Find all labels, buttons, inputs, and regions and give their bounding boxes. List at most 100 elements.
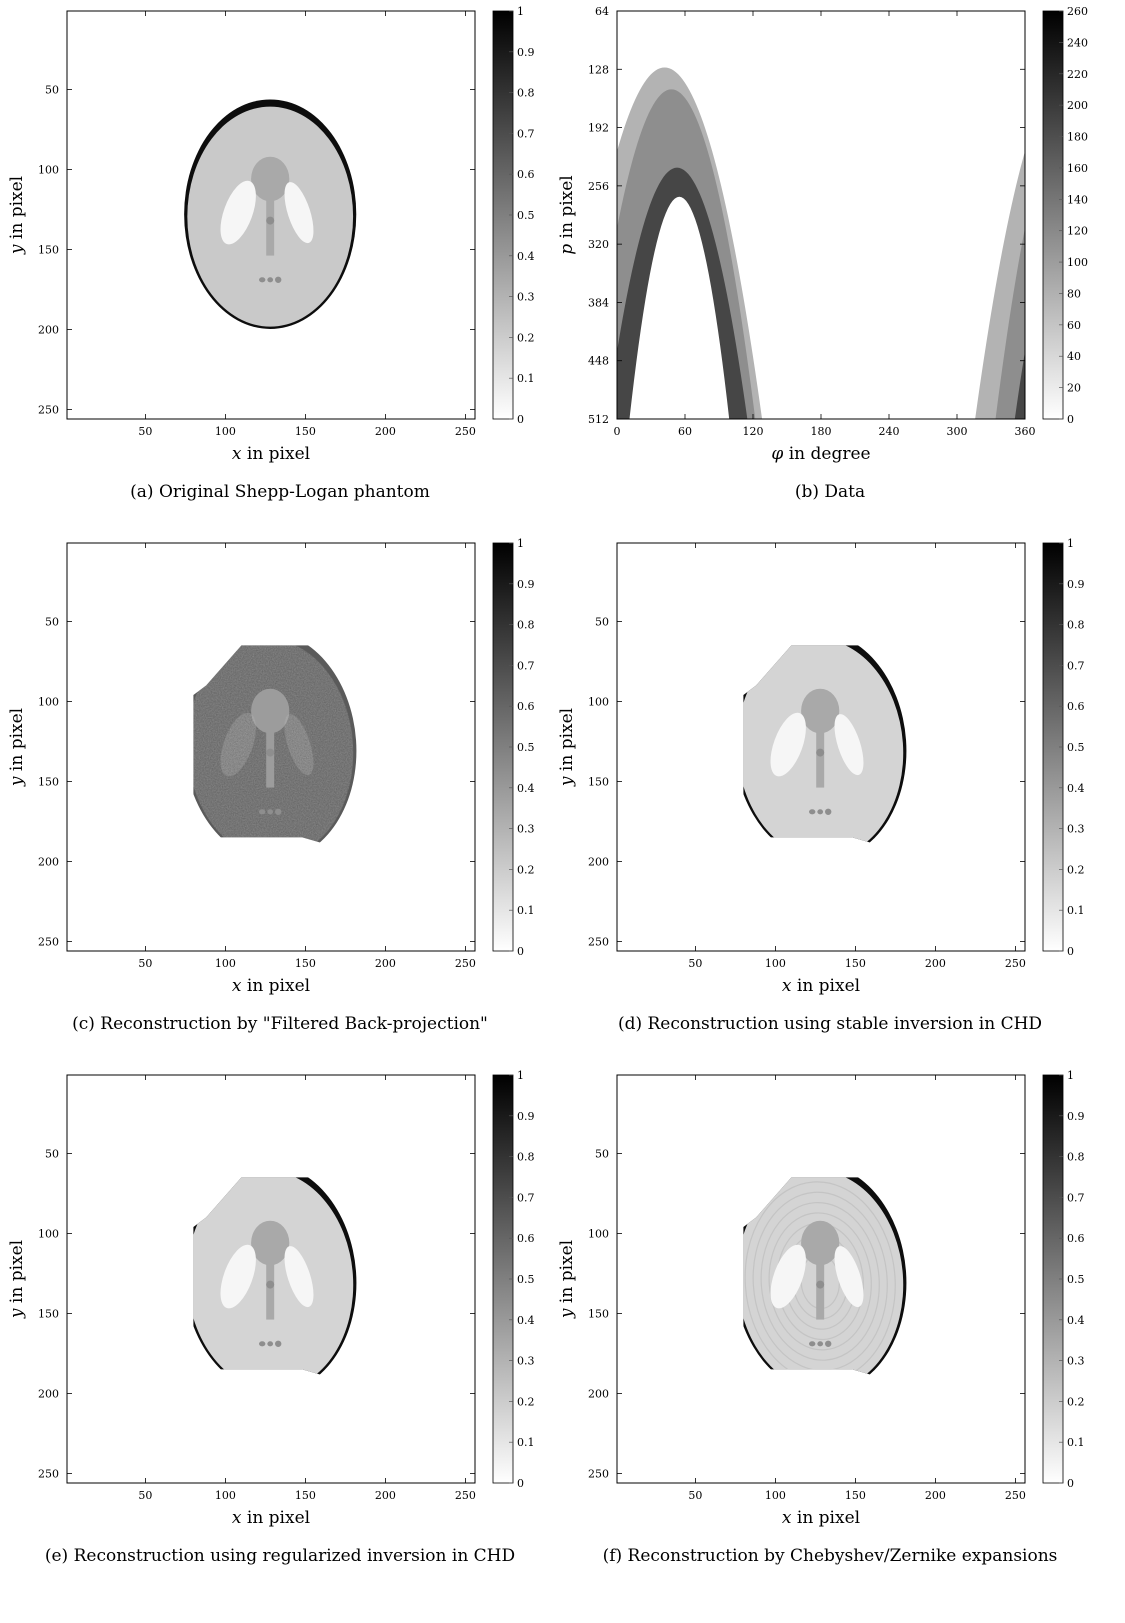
y-axis-label: y in pixel xyxy=(557,708,577,787)
colorbar-tick-label: 0.5 xyxy=(517,1273,535,1286)
figure-caption: (c) Reconstruction by "Filtered Back-pro… xyxy=(72,1014,488,1034)
phantom-right-lobe xyxy=(284,714,314,776)
y-axis-label: p in pixel xyxy=(557,175,577,255)
y-tick-label: 100 xyxy=(588,1227,609,1240)
phantom-top-circle xyxy=(251,688,290,734)
image-content xyxy=(184,99,357,329)
colorbar-tick-label: 100 xyxy=(1067,256,1088,269)
phantom-small-spot xyxy=(817,1341,824,1347)
phantom-right-lobe xyxy=(834,1246,864,1308)
image-content xyxy=(617,67,1025,419)
x-tick-label: 120 xyxy=(743,425,764,438)
phantom-right-lobe xyxy=(284,1246,314,1308)
y-tick-label: 100 xyxy=(38,163,59,176)
y-tick-label: 100 xyxy=(38,1227,59,1240)
y-tick-label: 50 xyxy=(45,1147,59,1160)
figure-panel-e: 50 100 150 200 250 50 100 150 200 250 x in pixel y … xyxy=(0,1064,560,1604)
image-content xyxy=(743,645,907,861)
colorbar xyxy=(1042,10,1064,420)
colorbar-tick-label: 0 xyxy=(517,413,524,426)
colorbar-tick-label: 0.2 xyxy=(1067,863,1085,876)
phantom-small-spot xyxy=(825,1340,832,1347)
y-tick-label: 384 xyxy=(588,296,609,309)
colorbar-tick-label: 0.1 xyxy=(517,1436,535,1449)
colorbar-tick-label: 0.7 xyxy=(517,659,535,672)
x-tick-label: 100 xyxy=(215,425,236,438)
y-tick-label: 150 xyxy=(38,243,59,256)
y-axis-label: y in pixel xyxy=(7,708,27,787)
colorbar-tick-label: 0.9 xyxy=(517,578,535,591)
phantom-right-lobe xyxy=(284,182,314,244)
x-tick-label: 200 xyxy=(925,1489,946,1502)
x-tick-label: 150 xyxy=(295,425,316,438)
x-tick-label: 360 xyxy=(1015,425,1036,438)
colorbar-tick-label: 0.6 xyxy=(517,1232,535,1245)
y-axis-label: y in pixel xyxy=(7,176,27,255)
colorbar-tick-label: 0.8 xyxy=(1067,1151,1085,1164)
phantom-small-spot xyxy=(816,1280,825,1289)
x-axis-label: φ in degree xyxy=(771,444,870,464)
figure-caption: (b) Data xyxy=(794,482,866,502)
image-content xyxy=(193,1177,357,1393)
plot-frame xyxy=(66,1074,476,1484)
phantom-left-lobe xyxy=(770,1244,806,1309)
figure-svg-b: 0 60 120 180 240 300 360 64 128 192 256 320 384 448 51… xyxy=(557,5,1088,464)
y-tick-label: 250 xyxy=(38,403,59,416)
colorbar-tick-label: 0 xyxy=(1067,945,1074,958)
y-tick-label: 250 xyxy=(588,935,609,948)
colorbar-tick-label: 0.9 xyxy=(1067,578,1085,591)
phantom-left-lobe xyxy=(770,712,806,777)
x-tick-label: 250 xyxy=(1005,1489,1026,1502)
x-tick-label: 200 xyxy=(375,1489,396,1502)
phantom-small-spot xyxy=(816,748,825,757)
y-tick-label: 50 xyxy=(595,615,609,628)
colorbar-tick-label: 80 xyxy=(1067,287,1081,300)
phantom-stem xyxy=(266,730,275,788)
figure-panel-d: 50 100 150 200 250 50 100 150 200 250 x in pixel y … xyxy=(550,532,1110,1072)
colorbar-tick-label: 0.4 xyxy=(517,782,535,795)
phantom-small-spot xyxy=(817,809,824,815)
x-tick-label: 50 xyxy=(138,957,152,970)
x-tick-label: 250 xyxy=(455,957,476,970)
x-tick-label: 50 xyxy=(138,1489,152,1502)
x-tick-label: 250 xyxy=(1005,957,1026,970)
colorbar-tick-label: 0.1 xyxy=(1067,904,1085,917)
phantom-small-spot xyxy=(267,277,274,283)
colorbar-tick-label: 0.2 xyxy=(517,1395,535,1408)
colorbar-tick-label: 0.5 xyxy=(1067,1273,1085,1286)
figure-caption: (e) Reconstruction using regularized inv… xyxy=(44,1546,516,1566)
figure-svg-f: 50 100 150 200 250 50 100 150 200 250 x in pixel y … xyxy=(557,1069,1085,1528)
colorbar-tick-label: 0.8 xyxy=(1067,619,1085,632)
phantom-top-circle xyxy=(801,688,840,734)
phantom-left-lobe xyxy=(220,180,256,245)
phantom-top-circle xyxy=(251,1220,290,1266)
phantom-small-spot xyxy=(266,1280,275,1289)
colorbar-tick-label: 60 xyxy=(1067,319,1081,332)
figure-panel-b: 0 60 120 180 240 300 360 64 128 192 256 320 384 448 51… xyxy=(550,0,1110,540)
colorbar-tick-label: 0.6 xyxy=(517,700,535,713)
colorbar-tick-label: 120 xyxy=(1067,225,1088,238)
colorbar-tick-label: 0.3 xyxy=(517,291,535,304)
figure-caption: (a) Original Shepp-Logan phantom xyxy=(130,482,430,502)
phantom-left-lobe xyxy=(220,712,256,777)
phantom-small-spot xyxy=(275,808,282,815)
x-tick-label: 150 xyxy=(845,957,866,970)
phantom-left-lobe xyxy=(220,1244,256,1309)
y-tick-label: 150 xyxy=(38,1307,59,1320)
y-tick-label: 128 xyxy=(588,63,609,76)
x-tick-label: 100 xyxy=(765,1489,786,1502)
x-axis-label: x in pixel xyxy=(782,1508,860,1528)
phantom-small-spot xyxy=(267,809,274,815)
colorbar-tick-label: 1 xyxy=(517,5,524,18)
colorbar-tick-label: 0.4 xyxy=(517,1314,535,1327)
phantom-small-spot xyxy=(259,809,266,815)
x-tick-label: 200 xyxy=(375,957,396,970)
x-tick-label: 150 xyxy=(295,957,316,970)
colorbar-tick-label: 0 xyxy=(517,1477,524,1490)
x-tick-label: 0 xyxy=(614,425,621,438)
colorbar-tick-label: 0.6 xyxy=(1067,700,1085,713)
colorbar-tick-label: 1 xyxy=(517,1069,524,1082)
y-tick-label: 100 xyxy=(38,695,59,708)
y-tick-label: 50 xyxy=(595,1147,609,1160)
x-axis-label: x in pixel xyxy=(232,444,310,464)
